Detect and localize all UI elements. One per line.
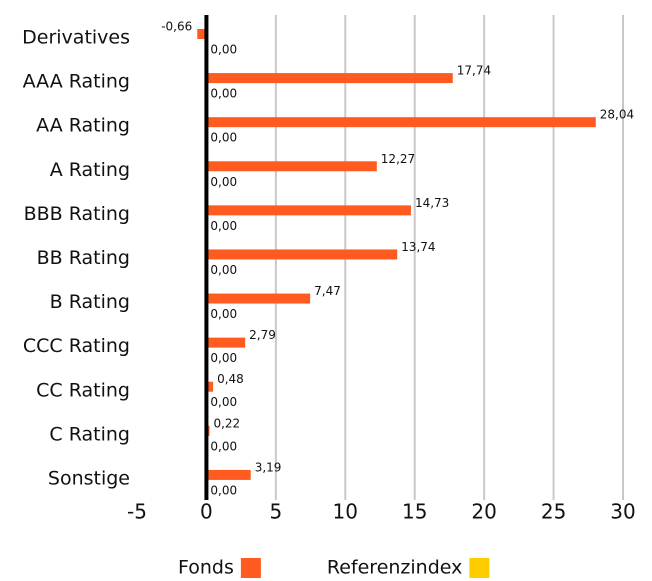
value-label: 0,00	[210, 87, 237, 101]
value-label: 0,00	[210, 351, 237, 365]
bar	[197, 29, 207, 39]
bar	[206, 249, 398, 260]
bar	[206, 205, 411, 216]
value-label: 0,00	[210, 263, 237, 277]
value-label: 3,19	[255, 460, 282, 474]
bar	[206, 161, 377, 172]
value-label: 0,00	[210, 307, 237, 321]
value-label: 0,00	[210, 131, 237, 145]
x-tick-label: 15	[402, 500, 427, 524]
x-tick-label: 25	[541, 500, 566, 524]
category-label: Sonstige	[48, 467, 130, 489]
category-label: AA Rating	[36, 115, 130, 137]
category-label: CCC Rating	[23, 335, 130, 357]
bar	[206, 381, 214, 392]
bar	[206, 293, 311, 304]
category-label: BB Rating	[37, 247, 130, 269]
x-tick-label: 30	[610, 500, 635, 524]
value-label: 2,79	[249, 328, 276, 342]
bar	[206, 469, 251, 480]
x-tick-label: 5	[269, 500, 282, 524]
x-tick-label: 10	[333, 500, 358, 524]
category-label: C Rating	[49, 423, 130, 445]
value-label: 13,74	[401, 240, 435, 254]
x-tick-label: 20	[471, 500, 496, 524]
x-tick-label: 0	[200, 500, 213, 524]
category-label: AAA Rating	[23, 71, 130, 93]
value-label: 12,27	[381, 152, 415, 166]
value-label: 0,22	[213, 416, 240, 430]
bar	[206, 117, 596, 128]
x-tick-label: -5	[127, 500, 147, 524]
value-label: 0,00	[210, 175, 237, 189]
category-label: A Rating	[50, 159, 130, 181]
value-label: 0,00	[210, 483, 237, 497]
value-label: 0,00	[210, 43, 237, 57]
value-label: 28,04	[600, 108, 634, 122]
value-label: 7,47	[314, 284, 341, 298]
category-label: CC Rating	[36, 379, 130, 401]
legend-swatch	[469, 558, 490, 578]
category-label: BBB Rating	[24, 203, 130, 225]
legend-label: Referenzindex	[327, 557, 463, 579]
category-label: B Rating	[50, 291, 130, 313]
value-label: 0,48	[217, 372, 244, 386]
legend-label: Fonds	[178, 557, 234, 579]
bar	[206, 73, 453, 84]
category-label: Derivatives	[22, 27, 130, 49]
bar	[206, 337, 246, 348]
value-label: 0,00	[210, 439, 237, 453]
value-label: 0,00	[210, 219, 237, 233]
value-label: 17,74	[457, 64, 491, 78]
value-label: 0,00	[210, 395, 237, 409]
value-label: -0,66	[161, 20, 192, 34]
value-label: 14,73	[415, 196, 449, 210]
legend-swatch	[240, 558, 261, 578]
